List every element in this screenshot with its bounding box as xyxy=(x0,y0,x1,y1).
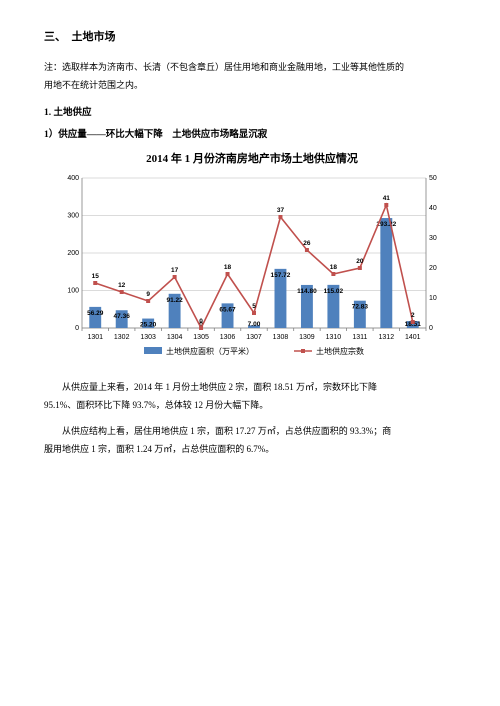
svg-text:15: 15 xyxy=(92,273,100,280)
svg-text:47.36: 47.36 xyxy=(114,313,131,320)
svg-text:9: 9 xyxy=(146,291,150,298)
svg-text:1306: 1306 xyxy=(220,334,236,341)
svg-text:50: 50 xyxy=(429,175,437,182)
svg-text:100: 100 xyxy=(67,288,79,295)
svg-text:0: 0 xyxy=(75,325,79,332)
svg-text:18: 18 xyxy=(330,264,338,271)
svg-text:1307: 1307 xyxy=(246,334,262,341)
svg-text:72.83: 72.83 xyxy=(352,304,369,311)
svg-text:1303: 1303 xyxy=(140,334,156,341)
svg-text:157.72: 157.72 xyxy=(271,272,291,279)
svg-text:10: 10 xyxy=(429,295,437,302)
svg-text:200: 200 xyxy=(67,250,79,257)
note-text: 注：选取样本为济南市、长清（不包含章丘）居住用地和商业金融用地，工业等其他性质的… xyxy=(44,58,460,94)
svg-text:1301: 1301 xyxy=(87,334,103,341)
section-heading: 三、 土地市场 xyxy=(44,28,460,44)
svg-text:土地供应面积（万平米）: 土地供应面积（万平米） xyxy=(166,346,254,356)
item-heading: 1）供应量——环比大幅下降 土地供应市场略显沉寂 xyxy=(44,126,460,140)
svg-text:1312: 1312 xyxy=(379,334,395,341)
svg-text:5: 5 xyxy=(252,303,256,310)
svg-text:26: 26 xyxy=(303,240,311,247)
paragraph-1: 从供应量上来看，2014 年 1 月份土地供应 2 宗，面积 18.51 万㎡，… xyxy=(44,378,460,414)
svg-text:300: 300 xyxy=(67,213,79,220)
svg-text:1305: 1305 xyxy=(193,334,209,341)
svg-text:56.29: 56.29 xyxy=(87,310,104,317)
svg-text:40: 40 xyxy=(429,205,437,212)
svg-text:0: 0 xyxy=(199,318,203,325)
p2-line1: 从供应结构上看，居住用地供应 1 宗，面积 17.27 万㎡，占总供应面积的 9… xyxy=(62,426,391,436)
svg-text:20: 20 xyxy=(429,265,437,272)
svg-text:1304: 1304 xyxy=(167,334,183,341)
p1-line2: 95.1%、面积环比下降 93.7%，总体较 12 月份大幅下降。 xyxy=(44,400,268,410)
svg-text:17: 17 xyxy=(171,267,179,274)
svg-text:1309: 1309 xyxy=(299,334,315,341)
svg-text:30: 30 xyxy=(429,235,437,242)
land-supply-chart: 01002003004000102030405056.2947.3625.209… xyxy=(52,170,452,370)
svg-text:2: 2 xyxy=(411,312,415,319)
svg-text:65.67: 65.67 xyxy=(219,306,236,313)
svg-text:1302: 1302 xyxy=(114,334,130,341)
svg-text:37: 37 xyxy=(277,207,285,214)
svg-text:20: 20 xyxy=(356,258,364,265)
svg-text:12: 12 xyxy=(118,282,126,289)
svg-text:1311: 1311 xyxy=(352,334,367,341)
svg-text:0: 0 xyxy=(429,325,433,332)
svg-text:1310: 1310 xyxy=(326,334,342,341)
note-line-1: 注：选取样本为济南市、长清（不包含章丘）居住用地和商业金融用地，工业等其他性质的 xyxy=(44,62,404,72)
svg-text:115.02: 115.02 xyxy=(324,288,344,295)
svg-text:1401: 1401 xyxy=(405,334,421,341)
chart-title: 2014 年 1 月份济南房地产市场土地供应情况 xyxy=(44,150,460,166)
svg-text:土地供应宗数: 土地供应宗数 xyxy=(316,346,364,356)
svg-text:7.00: 7.00 xyxy=(248,321,261,328)
svg-text:18: 18 xyxy=(224,264,232,271)
note-line-2: 用地不在统计范围之内。 xyxy=(44,80,143,90)
svg-text:41: 41 xyxy=(383,195,391,202)
svg-text:91.22: 91.22 xyxy=(166,297,183,304)
svg-text:114.80: 114.80 xyxy=(297,288,317,295)
svg-text:1308: 1308 xyxy=(273,334,289,341)
p2-line2: 服用地供应 1 宗，面积 1.24 万㎡，占总供应面积的 6.7%。 xyxy=(44,444,274,454)
svg-text:400: 400 xyxy=(67,175,79,182)
paragraph-2: 从供应结构上看，居住用地供应 1 宗，面积 17.27 万㎡，占总供应面积的 9… xyxy=(44,422,460,458)
subsection-heading: 1. 土地供应 xyxy=(44,104,460,118)
p1-line1: 从供应量上来看，2014 年 1 月份土地供应 2 宗，面积 18.51 万㎡，… xyxy=(62,382,377,392)
svg-text:25.20: 25.20 xyxy=(140,322,157,329)
